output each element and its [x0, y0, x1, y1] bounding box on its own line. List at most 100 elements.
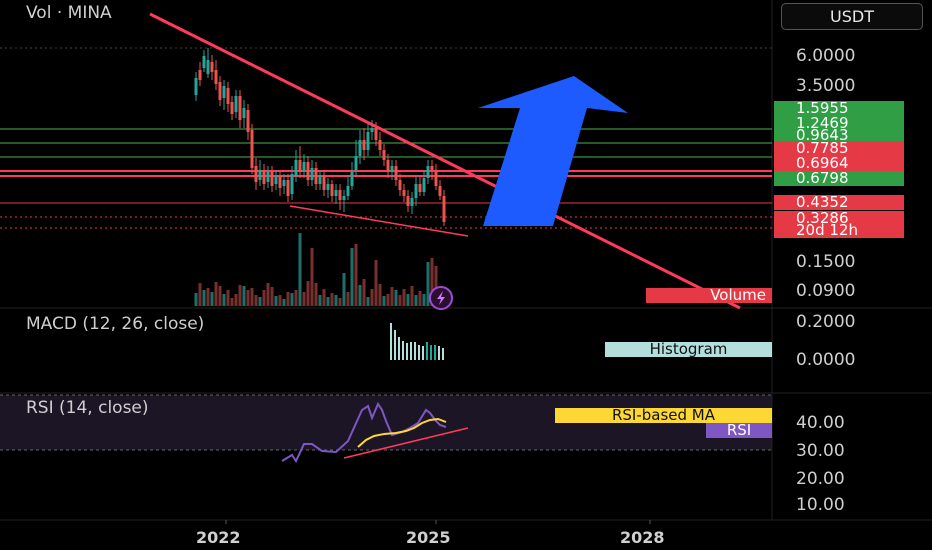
- candle: [430, 166, 434, 170]
- price-tag: 0.6798: [774, 171, 904, 186]
- volume-bar: [354, 244, 358, 306]
- candle: [318, 176, 322, 184]
- price-tag: 0.7785: [774, 141, 904, 156]
- candle: [398, 180, 402, 190]
- candle: [242, 108, 246, 118]
- macd-bar: [394, 330, 396, 360]
- macd-bar: [422, 346, 424, 360]
- volume-bar: [330, 293, 334, 306]
- candle: [410, 198, 414, 206]
- rsi-axis-label: 40.00: [796, 413, 845, 433]
- candle: [202, 56, 206, 68]
- volume-bar: [430, 258, 434, 306]
- volume-bar: [202, 290, 206, 306]
- volume-bar: [338, 298, 342, 306]
- volume-bar: [230, 298, 234, 306]
- rsi-line: [281, 401, 447, 464]
- countdown-tag: 20d 12h: [774, 223, 904, 238]
- volume-bar: [390, 287, 394, 306]
- candle: [238, 96, 242, 120]
- time-axis-label: 2022: [196, 528, 241, 547]
- macd-bar: [390, 323, 392, 360]
- candle: [402, 190, 406, 196]
- candle: [230, 102, 234, 114]
- candle: [414, 184, 418, 198]
- rsi-ma-line: [357, 417, 447, 448]
- volume-bar: [362, 279, 366, 306]
- volume-bar: [218, 286, 222, 306]
- volume-bar: [426, 262, 430, 306]
- rsi-title: RSI (14, close): [26, 398, 149, 418]
- candle: [198, 70, 202, 80]
- volume-bar: [258, 297, 262, 306]
- price-tag: 1.2469: [774, 116, 904, 131]
- candle: [210, 62, 214, 72]
- candle: [250, 130, 254, 168]
- candle: [382, 150, 386, 160]
- price-axis-label: 0.0900: [796, 281, 856, 301]
- price-axis-label: 6.0000: [796, 46, 856, 66]
- volume-bar: [326, 297, 330, 306]
- candle: [330, 184, 334, 196]
- macd-title: MACD (12, 26, close): [26, 314, 205, 334]
- volume-bar: [434, 266, 438, 306]
- volume-bar: [194, 293, 198, 306]
- histogram-legend: Histogram: [605, 342, 772, 357]
- candle: [266, 172, 270, 182]
- support-trendline: [289, 205, 469, 237]
- volume-bar: [238, 285, 242, 306]
- macd-bar: [414, 342, 416, 360]
- candle: [214, 70, 218, 84]
- macd-bar: [426, 342, 428, 360]
- candle: [358, 140, 362, 156]
- candle: [354, 156, 358, 170]
- candle: [270, 172, 274, 186]
- candle: [374, 128, 378, 140]
- time-axis-label: 2025: [406, 528, 451, 547]
- volume-bar: [386, 294, 390, 306]
- volume-bar: [246, 290, 250, 306]
- candle: [426, 166, 430, 178]
- macd-bar: [430, 345, 432, 360]
- volume-bar: [282, 299, 286, 306]
- volume-bar: [366, 297, 370, 306]
- rsi-axis-label: 20.00: [796, 469, 845, 489]
- volume-bar: [302, 292, 306, 306]
- candle: [406, 196, 410, 206]
- volume-bar: [374, 260, 378, 306]
- candle: [366, 132, 370, 150]
- candle: [294, 160, 298, 176]
- volume-bar: [346, 292, 350, 306]
- volume-bar: [222, 294, 226, 306]
- volume-bar: [226, 290, 230, 306]
- candle: [342, 196, 346, 200]
- volume-bar: [422, 294, 426, 306]
- volume-bar: [278, 295, 282, 306]
- candle: [370, 128, 374, 132]
- candle: [286, 180, 290, 196]
- candle: [274, 176, 278, 184]
- candle: [442, 196, 446, 222]
- currency-button[interactable]: USDT: [781, 3, 923, 30]
- volume-bar: [262, 290, 266, 306]
- macd-axis-label: 0.2000: [796, 312, 856, 332]
- volume-bar: [198, 283, 202, 306]
- volume-bar: [294, 290, 298, 306]
- macd-bar: [434, 345, 436, 360]
- macd-bar: [406, 343, 408, 360]
- price-tag: 1.5955: [774, 101, 904, 116]
- candle: [298, 160, 302, 172]
- candle: [350, 172, 354, 186]
- macd-bar: [398, 337, 400, 360]
- volume-bar: [414, 295, 418, 306]
- candle: [326, 184, 330, 190]
- volume-bar: [270, 287, 274, 306]
- volume-bar: [322, 289, 326, 306]
- candle: [418, 184, 422, 192]
- volume-bar: [298, 233, 302, 306]
- rsi-axis-label: 10.00: [796, 495, 845, 515]
- candle: [362, 140, 366, 150]
- macd-bar: [402, 341, 404, 360]
- candle: [322, 176, 326, 190]
